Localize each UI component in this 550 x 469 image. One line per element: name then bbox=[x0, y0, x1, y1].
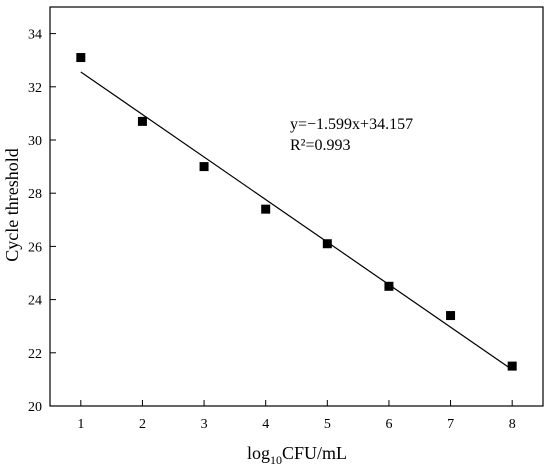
x-tick-label-5: 5 bbox=[324, 417, 331, 432]
x-tick-label-3: 3 bbox=[201, 417, 208, 432]
data-point-8 bbox=[507, 361, 517, 371]
y-axis-title: Cycle threshold bbox=[2, 148, 22, 261]
axes bbox=[49, 6, 544, 407]
y-tick-label-30: 30 bbox=[28, 134, 42, 149]
data-point-7 bbox=[446, 311, 456, 321]
y-tick-label-24: 24 bbox=[28, 294, 42, 309]
y-tick-label-20: 20 bbox=[28, 400, 42, 415]
r2-annotation: R²=0.993 bbox=[290, 137, 351, 154]
x-tick-label-4: 4 bbox=[262, 417, 269, 432]
data-points bbox=[76, 53, 517, 371]
x-axis-title-main: log bbox=[247, 443, 270, 463]
y-tick-label-26: 26 bbox=[28, 240, 42, 255]
x-tick-label-6: 6 bbox=[385, 417, 392, 432]
data-point-1 bbox=[76, 53, 86, 63]
data-point-2 bbox=[137, 116, 147, 126]
x-tick-label-1: 1 bbox=[77, 417, 84, 432]
fit-line-group bbox=[80, 71, 513, 371]
y-tick-label-28: 28 bbox=[28, 187, 42, 202]
data-point-4 bbox=[261, 204, 271, 214]
y-tick-label-22: 22 bbox=[28, 347, 42, 362]
x-axis-title: log10CFU/mL bbox=[247, 443, 347, 467]
x-axis-title-subscript: 10 bbox=[270, 453, 282, 467]
x-tick-label-2: 2 bbox=[139, 417, 146, 432]
data-point-6 bbox=[384, 281, 394, 291]
data-point-3 bbox=[199, 162, 209, 172]
x-tick-label-8: 8 bbox=[509, 417, 516, 432]
fit-line bbox=[80, 71, 513, 371]
plot-frame bbox=[49, 6, 544, 407]
data-point-5 bbox=[322, 239, 332, 249]
x-tick-label-7: 7 bbox=[447, 417, 454, 432]
y-tick-label-34: 34 bbox=[28, 28, 42, 43]
equation-annotation: y=−1.599x+34.157 bbox=[290, 116, 413, 133]
y-tick-label-32: 32 bbox=[28, 81, 42, 96]
x-axis-title-rest: CFU/mL bbox=[282, 443, 347, 463]
